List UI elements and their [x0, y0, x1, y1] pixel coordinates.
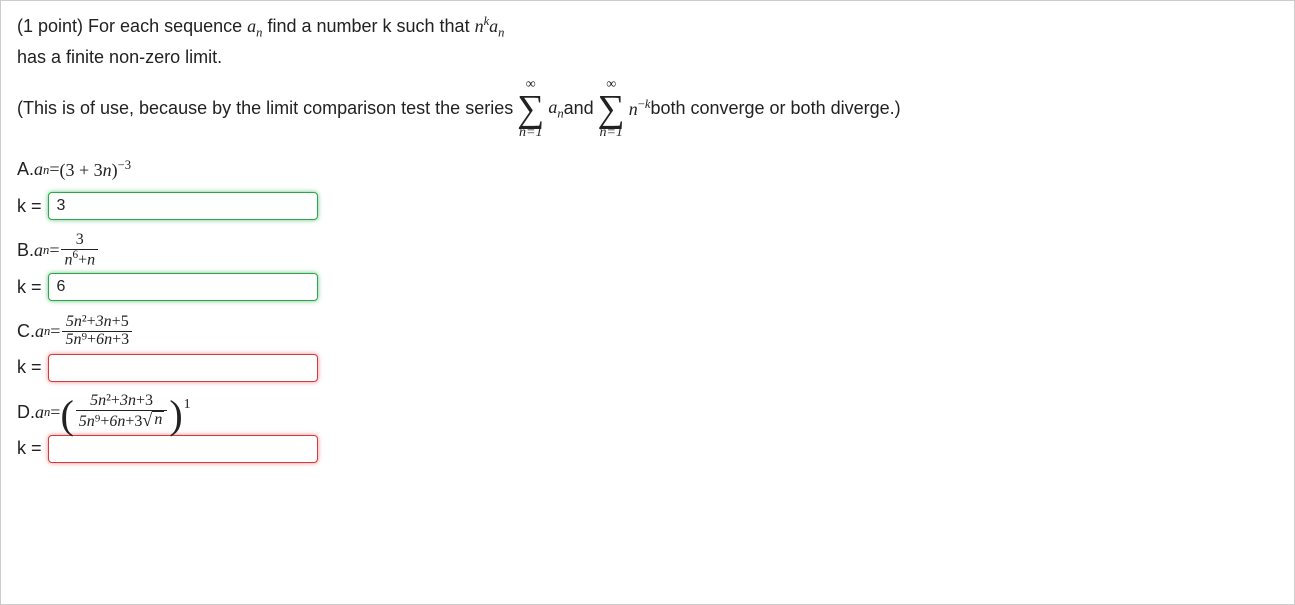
a-k-row: k = — [17, 192, 1278, 221]
t2-exp-a: − — [638, 97, 645, 111]
intro-line-1: (1 point) For each sequence an find a nu… — [17, 11, 1278, 43]
problem-c: C. an = 5n²+3n+5 5n⁹+6n+3 k = — [17, 311, 1278, 382]
c-eq: = — [50, 317, 60, 346]
sum2-bottom: n=1 — [599, 126, 622, 140]
c-definition: C. an = 5n²+3n+5 5n⁹+6n+3 — [17, 311, 1278, 351]
c-answer-input[interactable] — [48, 354, 318, 382]
b-eq: = — [49, 236, 59, 265]
series-mid: and — [564, 94, 594, 123]
d-num: 5n²+3n+3 — [87, 393, 156, 410]
b-num: 3 — [73, 232, 87, 249]
problem-d: D. a n = ( 5n²+3n+3 5n⁹+6n+3√n ) 1 — [17, 392, 1278, 463]
c-den: 5n⁹+6n+3 — [62, 332, 132, 349]
k-label-c: k = — [17, 353, 42, 382]
d-den: 5n⁹+6n+3√n — [76, 411, 168, 431]
b-answer-input[interactable] — [48, 273, 318, 301]
k-label-a: k = — [17, 192, 42, 221]
var-a2: a — [489, 16, 498, 36]
b-label: B. — [17, 236, 34, 265]
series-line: (This is of use, because by the limit co… — [17, 78, 1278, 140]
sum-2: ∞ ∑ n=1 — [598, 78, 625, 140]
t1-var: a — [548, 97, 557, 117]
c-label: C. — [17, 317, 35, 346]
series-pre: (This is of use, because by the limit co… — [17, 94, 513, 123]
c-frac: 5n²+3n+5 5n⁹+6n+3 — [62, 314, 132, 349]
problem-a: A. a n = (3 + 3n)−3 k = — [17, 150, 1278, 221]
a-answer-input[interactable] — [48, 192, 318, 220]
question-container: (1 point) For each sequence an find a nu… — [0, 0, 1295, 605]
d-an-a: a — [35, 398, 44, 427]
c-an-a: a — [35, 317, 44, 346]
c-k-row: k = — [17, 353, 1278, 382]
a-definition: A. a n = (3 + 3n)−3 — [17, 150, 1278, 190]
b-definition: B. a n = 3 n6+n — [17, 231, 1278, 271]
a-expr: (3 + 3n)−3 — [59, 155, 131, 185]
d-exp: 1 — [184, 394, 191, 416]
k-label-b: k = — [17, 273, 42, 302]
intro-text-1b: find a number k such that — [262, 16, 474, 36]
points-label: (1 point) — [17, 16, 88, 36]
problems: A. an = (3 + 3n)−3 k = B. an = 3 — [17, 150, 1278, 463]
b-den-plus: + — [78, 251, 87, 268]
a-expr-base: (3 + 3 — [59, 160, 102, 180]
b-an-a: a — [34, 236, 43, 265]
sum2-term: n−k — [629, 94, 651, 124]
sigma-icon: ∑ — [517, 92, 544, 126]
a-expr-exp: −3 — [118, 158, 131, 172]
intro-line-2: has a finite non-zero limit. — [17, 43, 1278, 72]
sum-bottom: n=1 — [519, 126, 542, 140]
var-n: n — [475, 16, 484, 36]
b-k-row: k = — [17, 273, 1278, 302]
t2-var: n — [629, 99, 638, 119]
d-answer-input[interactable] — [48, 435, 318, 463]
a-label: A. — [17, 155, 34, 184]
sum1-term: an — [548, 93, 563, 124]
problem-b: B. a n = 3 n6+n k = — [17, 231, 1278, 302]
a-an-a: a — [34, 155, 43, 184]
d-frac: 5n²+3n+3 5n⁹+6n+3√n — [76, 393, 168, 431]
radical-icon: √ — [142, 411, 152, 429]
k-label-d: k = — [17, 434, 42, 463]
b-den: n6+n — [61, 250, 98, 269]
c-num: 5n²+3n+5 — [63, 314, 132, 331]
d-label: D. — [17, 398, 35, 427]
sigma-icon-2: ∑ — [598, 92, 625, 126]
var-a: a — [247, 16, 256, 36]
t2-exp: −k — [638, 97, 651, 111]
sum-1: ∞ ∑ n=1 — [517, 78, 544, 140]
b-frac: 3 n6+n — [61, 232, 98, 269]
d-eq: = — [50, 398, 60, 427]
sub-n2: n — [498, 26, 504, 40]
a-eq: = — [49, 155, 59, 184]
a-expr-var: n — [103, 160, 112, 180]
sqrt: √n — [142, 411, 164, 429]
series-post: both converge or both diverge.) — [650, 94, 900, 123]
d-k-row: k = — [17, 434, 1278, 463]
lparen-icon: ( — [60, 395, 73, 435]
d-group: ( 5n²+3n+3 5n⁹+6n+3√n ) 1 — [60, 392, 190, 432]
b-den-b: n — [87, 251, 95, 268]
rparen-icon: ) — [169, 395, 182, 435]
d-definition: D. a n = ( 5n²+3n+3 5n⁹+6n+3√n ) 1 — [17, 392, 1278, 432]
intro-text-1a: For each sequence — [88, 16, 247, 36]
radicand: n — [152, 411, 164, 429]
